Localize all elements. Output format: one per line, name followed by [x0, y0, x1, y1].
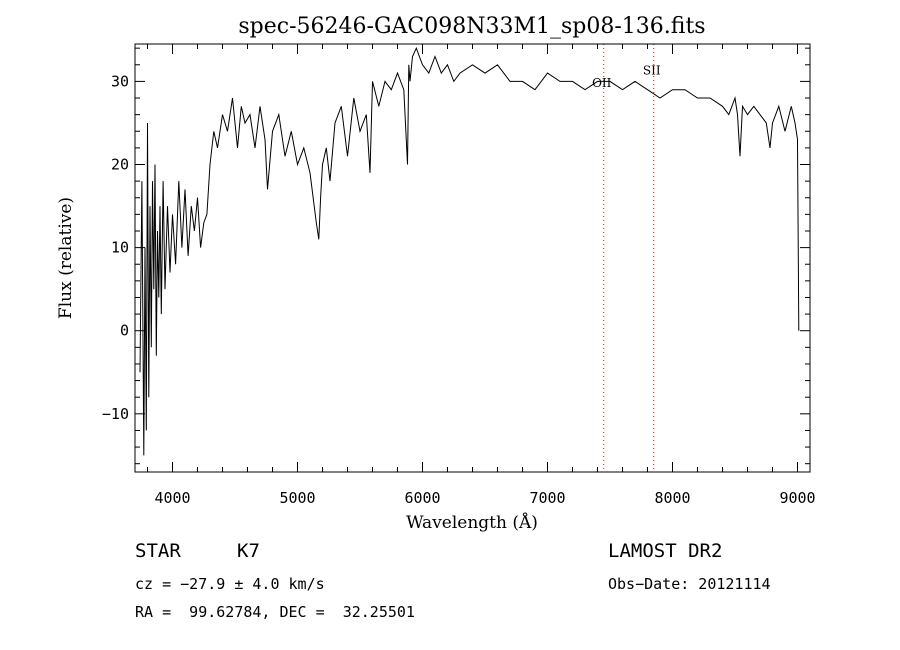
x-tick-label: 8000 [654, 489, 690, 507]
x-tick-label: 5000 [279, 489, 315, 507]
chart-title: spec-56246-GAC098N33M1_sp08-136.fits [238, 14, 705, 39]
x-tick-label: 9000 [779, 489, 815, 507]
y-tick-label: 30 [111, 72, 129, 90]
y-tick-label: 10 [111, 239, 129, 257]
y-tick-label: 20 [111, 156, 129, 174]
x-axis: 4000 5000 6000 7000 8000 9000 [147, 44, 816, 507]
y-tick-label: −10 [102, 405, 129, 423]
x-axis-label: Wavelength (Å) [406, 512, 538, 533]
survey-name: LAMOST DR2 [608, 540, 723, 562]
line-label-oii: OII [592, 76, 612, 90]
plot-frame [134, 43, 811, 473]
observation-date: Obs−Date: 20121114 [608, 575, 771, 593]
star-subclass: K7 [237, 540, 260, 562]
spectrum-line [139, 46, 800, 456]
y-axis: −10 0 10 20 30 [102, 47, 810, 465]
plot-area: OII SII [139, 44, 800, 472]
y-tick-label: 0 [120, 322, 129, 340]
star-class: STAR [135, 540, 181, 562]
coordinates: RA = 99.62784, DEC = 32.25501 [135, 603, 415, 621]
y-axis-label: Flux (relative) [56, 197, 76, 319]
x-tick-label: 4000 [154, 489, 190, 507]
redshift-cz: cz = −27.9 ± 4.0 km/s [135, 575, 325, 593]
x-tick-label: 7000 [529, 489, 565, 507]
x-tick-label: 6000 [404, 489, 440, 507]
line-label-sii: SII [643, 64, 661, 78]
